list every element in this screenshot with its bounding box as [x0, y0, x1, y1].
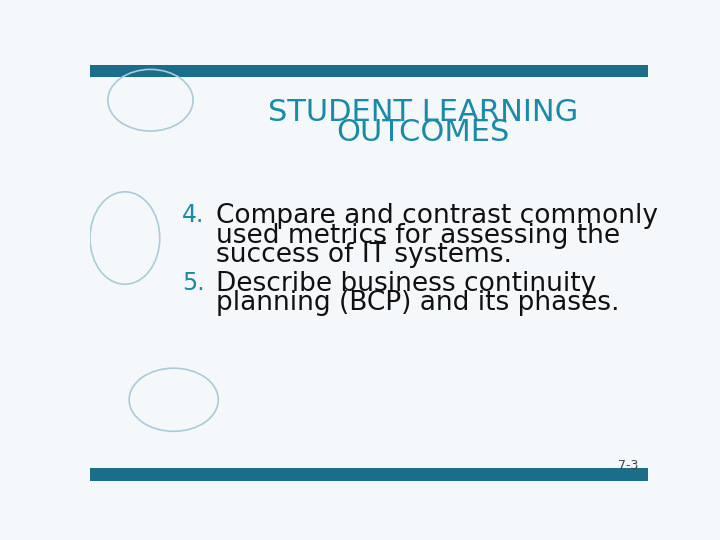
Text: Compare and contrast commonly: Compare and contrast commonly	[215, 204, 657, 230]
Text: Describe business continuity: Describe business continuity	[215, 271, 596, 297]
Text: STUDENT LEARNING: STUDENT LEARNING	[268, 98, 578, 127]
Bar	[90, 468, 648, 481]
Bar	[90, 65, 648, 77]
Text: 4.: 4.	[182, 204, 204, 227]
Text: used metrics for assessing the: used metrics for assessing the	[215, 222, 620, 248]
Text: planning (BCP) and its phases.: planning (BCP) and its phases.	[215, 291, 619, 316]
Text: success of IT systems.: success of IT systems.	[215, 242, 511, 268]
Text: OUTCOMES: OUTCOMES	[336, 118, 510, 147]
Text: 7-3: 7-3	[618, 458, 639, 472]
Text: 5.: 5.	[182, 271, 204, 295]
